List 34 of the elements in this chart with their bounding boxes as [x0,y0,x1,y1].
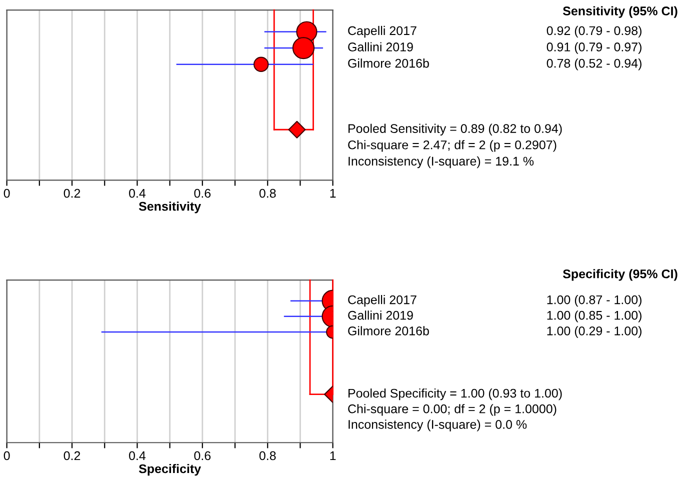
x-tick-label: 0.4 [129,451,146,460]
text: Chi-square = 2.47; df = 2 (p = 0.2907) [348,140,556,152]
x-tick-label: 0.6 [194,188,211,198]
x-tick-label: 0.2 [64,188,80,198]
x-tick-label: 0.2 [64,451,80,460]
x-axis-title: Sensitivity [138,202,202,214]
x-tick-label: 0 [4,188,10,198]
text: Pooled Sensitivity = 0.89 (0.82 to 0.94) [348,124,562,136]
data-label: 1.00 (0.85 - 1.00) [547,310,642,322]
data-label: 0.92 (0.79 - 0.98) [546,26,642,38]
text: Inconsistency (I-square) = 19.1 % [348,156,534,168]
y-tick-label: Gallini 2019 [348,42,413,52]
y-tick-label: Gallini 2019 [348,310,413,320]
x-axis-title: Specificity [138,464,202,476]
data-label: 0.91 (0.79 - 0.97) [546,42,642,54]
x-tick-label: 0.8 [259,188,276,198]
x-tick-label: 0.6 [194,451,211,460]
y-tick-label: Capelli 2017 [348,26,416,38]
x-tick-label: 1 [330,189,336,198]
text: Specificity (95% CI) [562,269,678,281]
y-tick-label: Gilmore 2016b [348,58,429,68]
x-tick-label: 0 [4,451,10,460]
data-label: 0.78 (0.52 - 0.94) [546,58,642,70]
data-label: 1.00 (0.29 - 1.00) [547,326,642,338]
data-label: 1.00 (0.87 - 1.00) [547,295,642,307]
x-tick-label: 0.4 [129,188,146,198]
x-tick-label: 1 [330,451,336,460]
text: Chi-square = 0.00; df = 2 (p = 1.0000) [348,404,556,416]
y-tick-label: Capelli 2017 [348,295,416,307]
text: Pooled Specificity = 1.00 (0.93 to 1.00) [348,388,562,400]
text: Sensitivity (95% CI) [562,6,678,18]
x-tick-label: 0.8 [259,451,276,460]
y-tick-label: Gilmore 2016b [348,326,429,336]
text: Inconsistency (I-square) = 0.0 % [348,420,527,432]
